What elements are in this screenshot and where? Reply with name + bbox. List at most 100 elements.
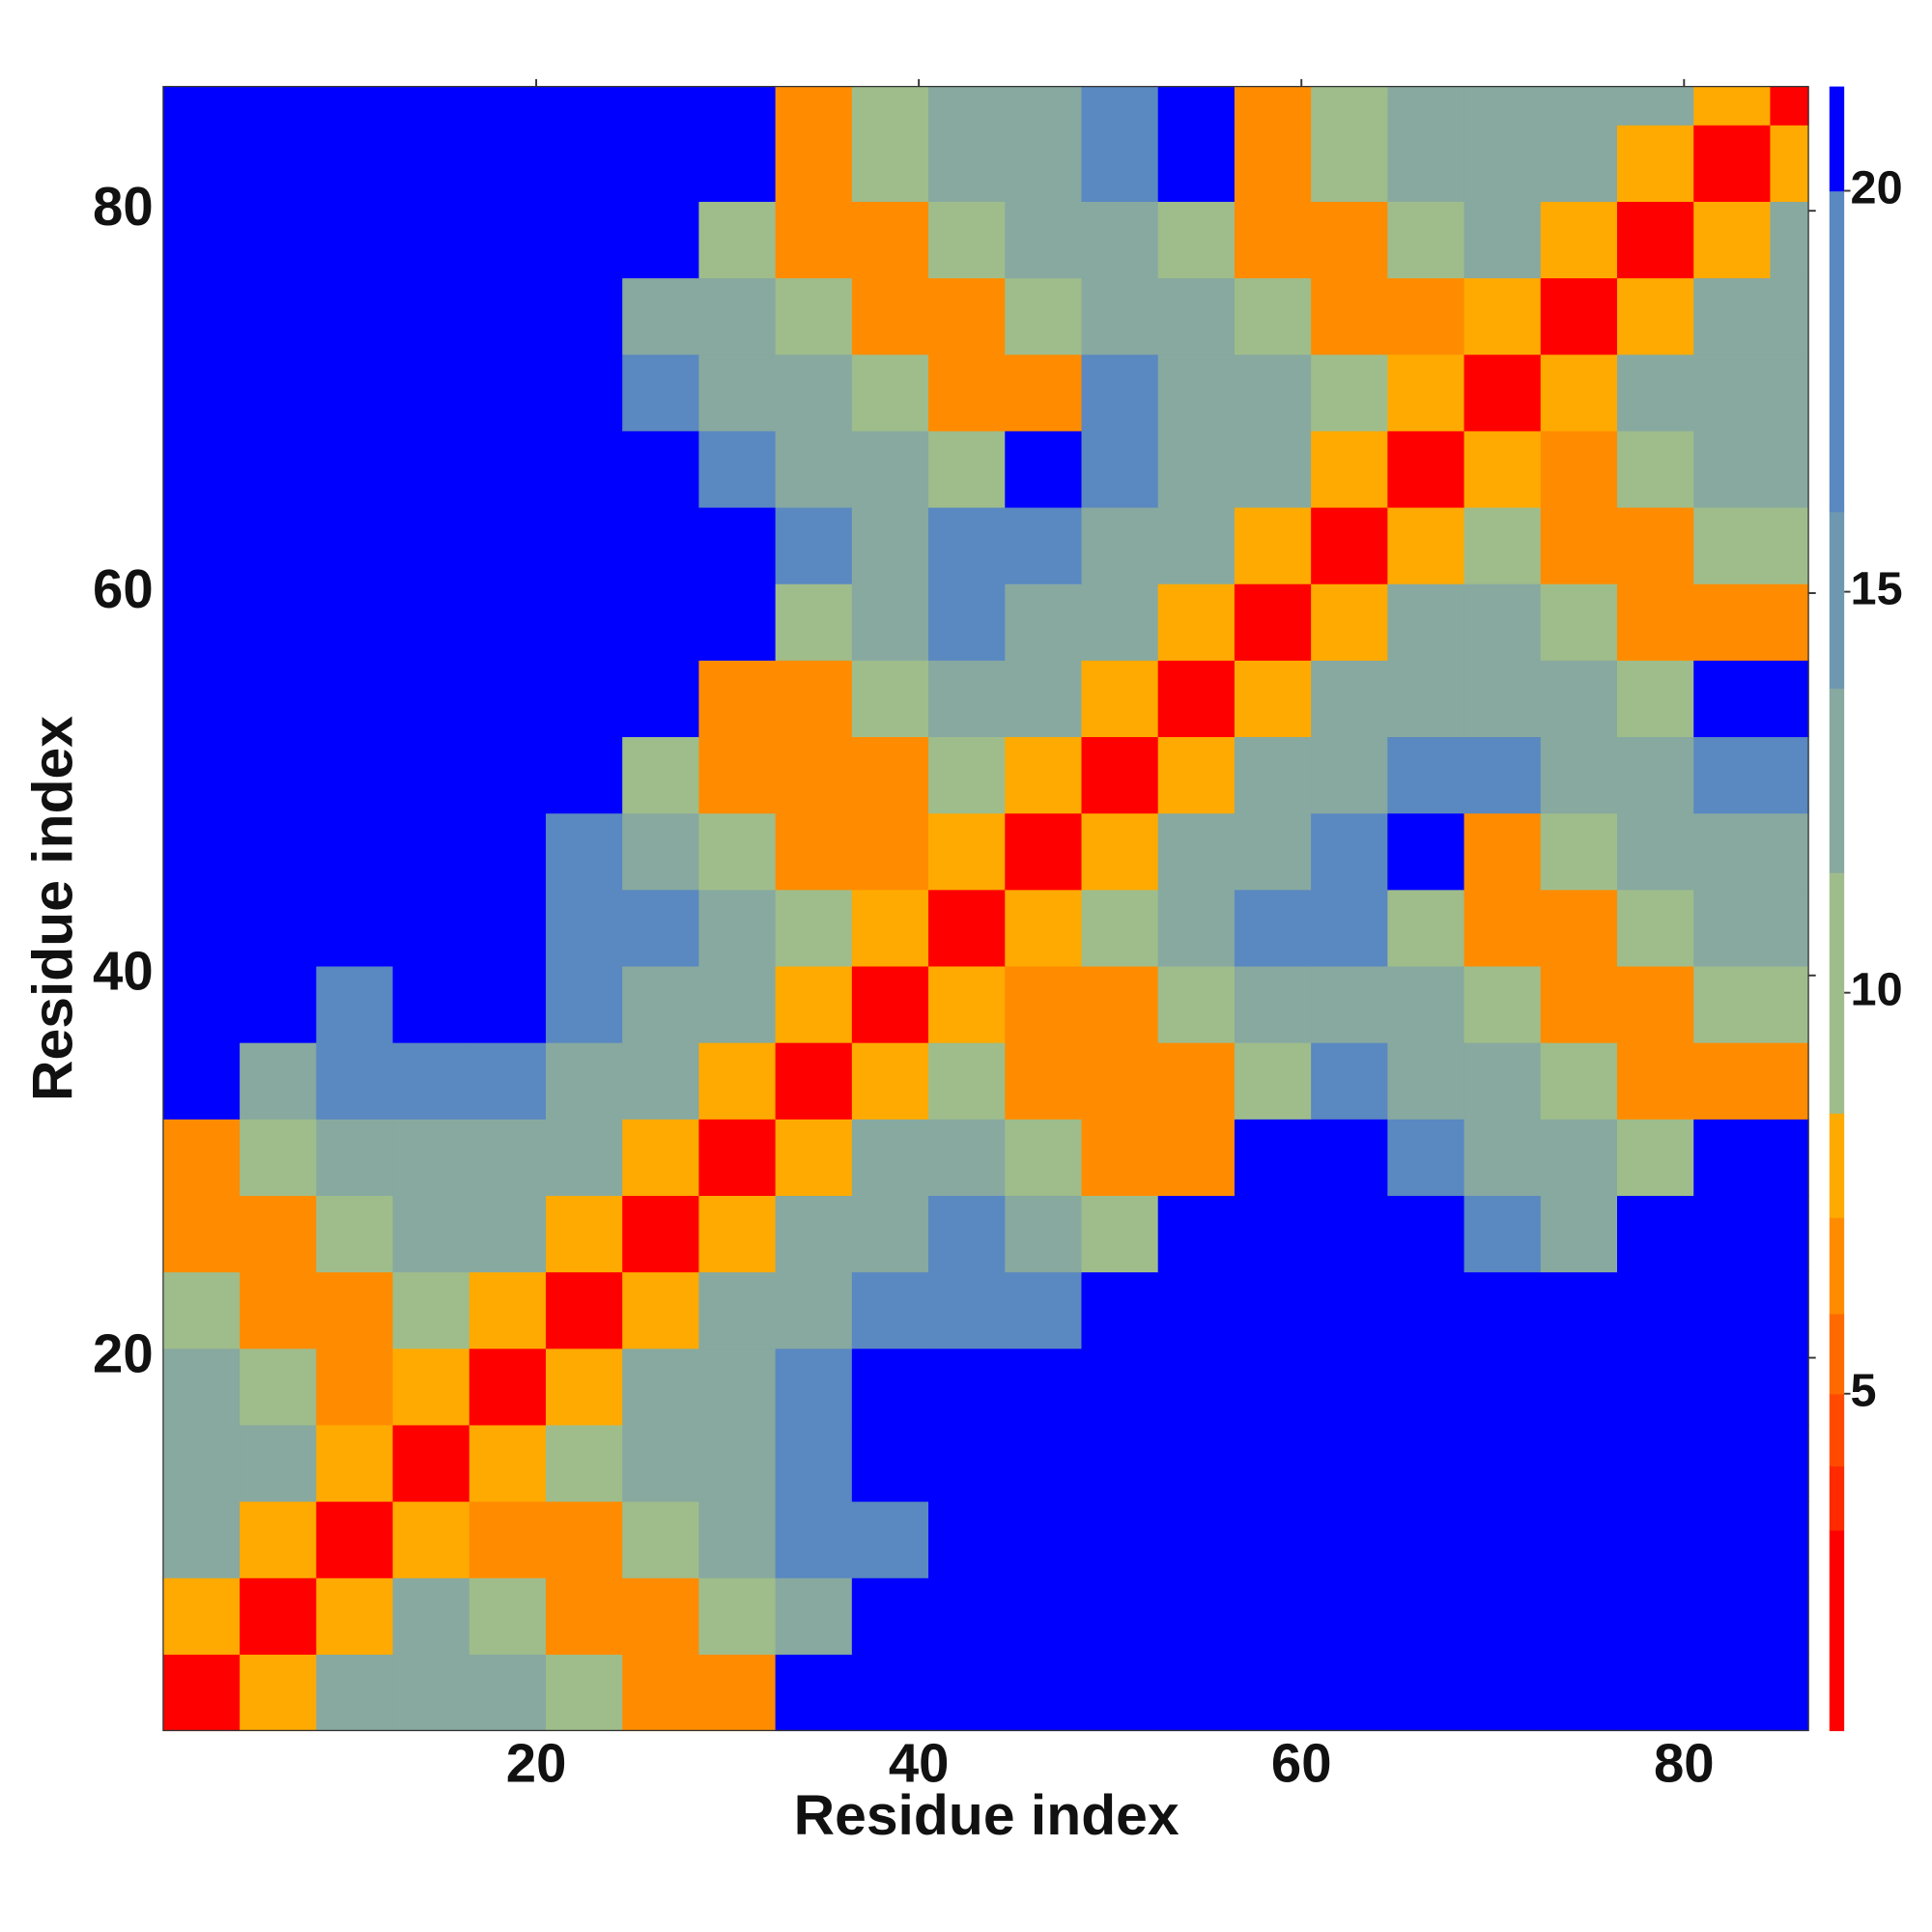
heatmap-cell	[622, 1271, 700, 1350]
heatmap-cell	[1770, 736, 1809, 814]
heatmap-cell	[1463, 889, 1542, 967]
heatmap-cell	[1005, 1271, 1083, 1350]
heatmap-cell	[1005, 86, 1083, 126]
heatmap-cell	[1770, 965, 1809, 1043]
heatmap-cell	[851, 277, 929, 355]
heatmap-cell	[698, 430, 777, 508]
heatmap-cell	[162, 1577, 241, 1655]
heatmap-cell	[928, 354, 1006, 432]
heatmap-cell	[1540, 1500, 1618, 1578]
heatmap-cell	[1463, 1195, 1542, 1273]
heatmap-cell	[928, 277, 1006, 355]
heatmap-cell	[775, 889, 853, 967]
heatmap-cell	[622, 1119, 700, 1196]
heatmap-cell	[469, 1271, 547, 1350]
heatmap-cell	[469, 889, 547, 967]
heatmap-cell	[545, 354, 623, 432]
heatmap-cell	[1311, 1500, 1388, 1578]
heatmap-cell	[1234, 1195, 1312, 1273]
heatmap-cell	[928, 1271, 1006, 1350]
heatmap-cell	[316, 1271, 394, 1350]
heatmap-cell	[1540, 506, 1618, 584]
heatmap-cell	[1617, 430, 1694, 508]
heatmap-cell	[1463, 965, 1542, 1043]
heatmap-cell	[545, 583, 623, 661]
heatmap-cell	[1540, 125, 1618, 202]
heatmap-cell	[316, 1042, 394, 1120]
heatmap-cell	[1081, 660, 1159, 738]
heatmap-cell	[1081, 1119, 1159, 1196]
heatmap-cell	[1463, 277, 1542, 355]
heatmap-cell	[622, 1042, 700, 1120]
heatmap-cell	[622, 201, 700, 279]
heatmap-cell	[851, 125, 929, 202]
heatmap-cell	[392, 506, 470, 584]
heatmap-cell	[1617, 1042, 1694, 1120]
heatmap-cell	[162, 430, 241, 508]
heatmap-cell	[1770, 506, 1809, 584]
heatmap-cell	[1081, 506, 1159, 584]
heatmap-cell	[1234, 736, 1312, 814]
x-tick-label: 80	[1654, 1733, 1715, 1794]
colorbar-band	[1829, 86, 1845, 192]
heatmap-cell	[1693, 1577, 1772, 1655]
heatmap-cell	[469, 1195, 547, 1273]
heatmap-cell	[1234, 583, 1312, 661]
heatmap-cell	[851, 812, 929, 891]
heatmap-cell	[1693, 889, 1772, 967]
heatmap-cell	[1387, 1119, 1465, 1196]
heatmap-cell	[1081, 583, 1159, 661]
colorbar-band	[1829, 190, 1845, 513]
heatmap-cell	[1463, 506, 1542, 584]
heatmap-cell	[775, 1500, 853, 1578]
heatmap-cell	[1770, 201, 1809, 279]
heatmap-cell	[1005, 583, 1083, 661]
heatmap-cell	[1311, 86, 1388, 126]
heatmap-cell	[928, 812, 1006, 891]
heatmap-cell	[1693, 1195, 1772, 1273]
heatmap-cell	[622, 736, 700, 814]
heatmap-cell	[928, 1500, 1006, 1578]
heatmap-cell	[851, 1577, 929, 1655]
heatmap-cell	[1234, 1271, 1312, 1350]
colorbar-band	[1829, 1313, 1845, 1395]
heatmap-cell	[240, 1424, 317, 1502]
heatmap-cell	[1617, 1271, 1694, 1350]
heatmap-cell	[1081, 965, 1159, 1043]
heatmap-cell	[698, 277, 777, 355]
heatmap-cell	[392, 1119, 470, 1196]
heatmap-cell	[622, 889, 700, 967]
heatmap-cell	[1540, 583, 1618, 661]
heatmap-cell	[1387, 660, 1465, 738]
heatmap-cell	[1540, 812, 1618, 891]
heatmap-cell	[545, 1348, 623, 1426]
heatmap-cell	[1617, 583, 1694, 661]
heatmap-cell	[698, 86, 777, 126]
heatmap-cell	[162, 1654, 241, 1732]
heatmap-cell	[316, 125, 394, 202]
heatmap-cell	[1770, 125, 1809, 202]
heatmap-cell	[1693, 430, 1772, 508]
heatmap-cell	[1081, 736, 1159, 814]
heatmap-cell	[469, 660, 547, 738]
heatmap-cell	[1617, 965, 1694, 1043]
heatmap-cell	[698, 1195, 777, 1273]
heatmap-cell	[316, 506, 394, 584]
heatmap-cell	[622, 277, 700, 355]
heatmap-cell	[1157, 354, 1236, 432]
heatmap-cell	[851, 889, 929, 967]
heatmap-cell	[1005, 506, 1083, 584]
heatmap-cell	[1617, 201, 1694, 279]
heatmap-cell	[162, 201, 241, 279]
heatmap-cell	[162, 812, 241, 891]
heatmap-cell	[1770, 430, 1809, 508]
heatmap-cell	[545, 430, 623, 508]
x-axis-label: Residue index	[794, 1784, 1179, 1847]
heatmap-cell	[1770, 1195, 1809, 1273]
colorbar-band	[1829, 1217, 1845, 1315]
heatmap-cell	[392, 1654, 470, 1732]
heatmap-cell	[1540, 1654, 1618, 1732]
heatmap-cell	[1693, 660, 1772, 738]
heatmap-cell	[392, 1500, 470, 1578]
heatmap-cell	[240, 1654, 317, 1732]
